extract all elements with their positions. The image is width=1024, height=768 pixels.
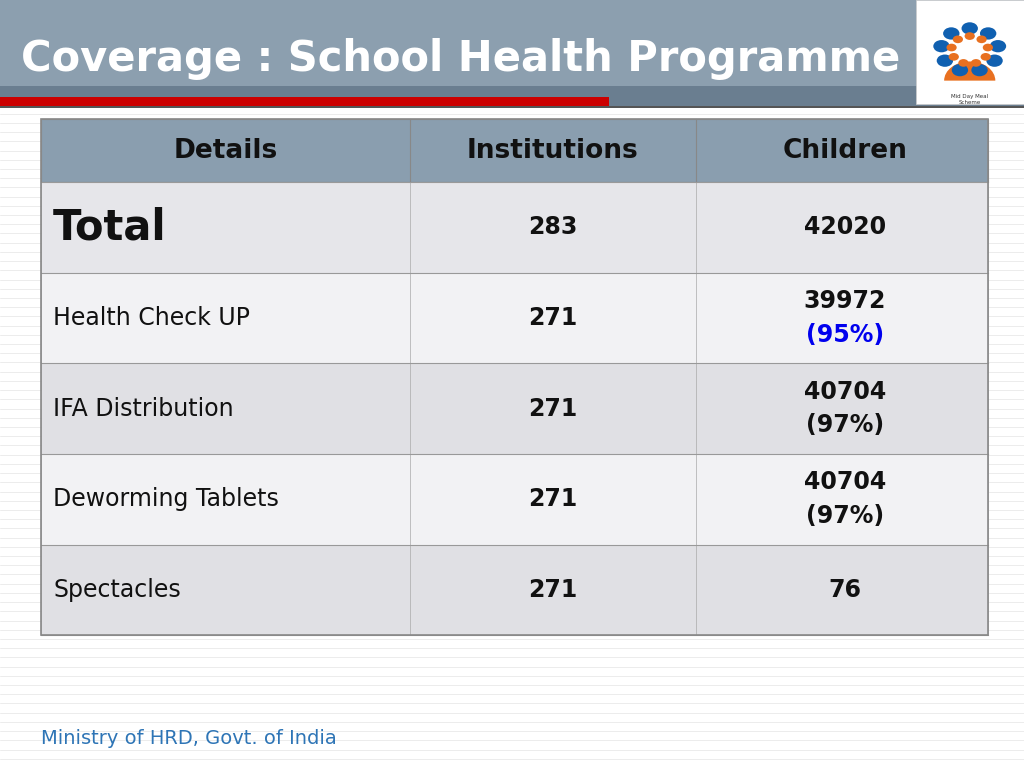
- FancyBboxPatch shape: [41, 119, 988, 182]
- Text: Health Check UP: Health Check UP: [53, 306, 250, 330]
- Circle shape: [952, 35, 963, 43]
- Text: (97%): (97%): [806, 504, 884, 528]
- Circle shape: [933, 40, 949, 52]
- Text: 271: 271: [528, 578, 578, 602]
- Text: Children: Children: [782, 137, 907, 164]
- Text: 271: 271: [528, 396, 578, 421]
- Text: IFA Distribution: IFA Distribution: [53, 396, 233, 421]
- Text: Total: Total: [53, 207, 167, 248]
- Text: Mid Day Meal
Scheme: Mid Day Meal Scheme: [951, 94, 988, 105]
- Text: Coverage : School Health Programme: Coverage : School Health Programme: [22, 38, 900, 80]
- FancyBboxPatch shape: [0, 106, 1024, 108]
- Circle shape: [981, 53, 991, 61]
- Circle shape: [990, 40, 1007, 52]
- FancyBboxPatch shape: [41, 273, 988, 363]
- Text: 283: 283: [528, 215, 578, 240]
- Circle shape: [946, 44, 956, 51]
- Circle shape: [943, 28, 959, 40]
- Text: Spectacles: Spectacles: [53, 578, 181, 602]
- Text: (95%): (95%): [806, 323, 884, 347]
- Circle shape: [972, 64, 988, 76]
- FancyBboxPatch shape: [41, 545, 988, 635]
- Text: Institutions: Institutions: [467, 137, 639, 164]
- Circle shape: [965, 32, 975, 40]
- Circle shape: [980, 28, 996, 40]
- FancyBboxPatch shape: [41, 454, 988, 545]
- FancyBboxPatch shape: [41, 182, 988, 273]
- FancyBboxPatch shape: [0, 86, 1024, 106]
- Text: 271: 271: [528, 306, 578, 330]
- Text: (97%): (97%): [806, 413, 884, 438]
- Text: 42020: 42020: [804, 215, 886, 240]
- Text: 40704: 40704: [804, 379, 886, 404]
- Text: 76: 76: [828, 578, 861, 602]
- FancyBboxPatch shape: [41, 363, 988, 454]
- Text: 39972: 39972: [804, 289, 886, 313]
- Circle shape: [986, 55, 1002, 67]
- Text: Details: Details: [173, 137, 278, 164]
- FancyBboxPatch shape: [0, 0, 1024, 86]
- Circle shape: [971, 59, 981, 67]
- Circle shape: [958, 59, 969, 67]
- Circle shape: [962, 22, 978, 35]
- Text: Deworming Tablets: Deworming Tablets: [53, 487, 280, 511]
- Text: 271: 271: [528, 487, 578, 511]
- Circle shape: [948, 53, 958, 61]
- FancyBboxPatch shape: [0, 97, 609, 106]
- Text: 40704: 40704: [804, 470, 886, 495]
- Circle shape: [983, 44, 993, 51]
- Wedge shape: [944, 61, 995, 81]
- Circle shape: [951, 64, 968, 76]
- Text: Ministry of HRD, Govt. of India: Ministry of HRD, Govt. of India: [41, 730, 337, 748]
- FancyBboxPatch shape: [916, 0, 1024, 104]
- Circle shape: [937, 55, 953, 67]
- Circle shape: [977, 35, 987, 43]
